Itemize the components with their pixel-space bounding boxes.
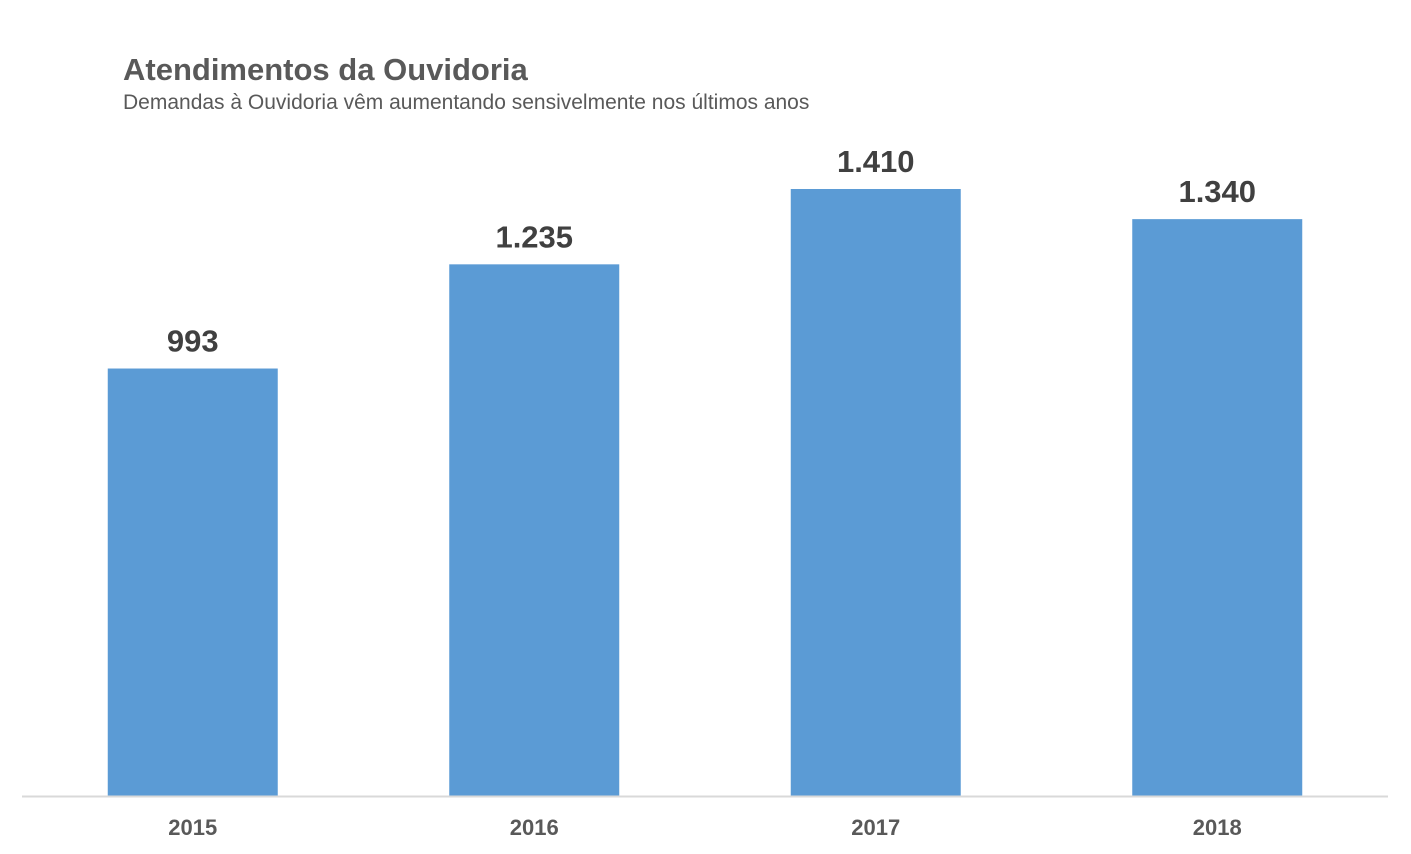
bar-2017: [790, 189, 961, 796]
bar-2015: [107, 368, 278, 796]
data-labels-group: 993 1.235 1.410 1.340: [167, 144, 1256, 359]
x-tick-labels-group: 2015 2016 2017 2018: [168, 815, 1241, 840]
bars-group: [107, 189, 1303, 796]
data-label-2015: 993: [167, 324, 219, 359]
x-tick-label-2016: 2016: [510, 815, 559, 840]
data-label-2017: 1.410: [837, 144, 915, 179]
x-tick-label-2017: 2017: [851, 815, 900, 840]
data-label-2018: 1.340: [1178, 174, 1256, 209]
x-tick-label-2015: 2015: [168, 815, 217, 840]
chart-subtitle: Demandas à Ouvidoria vêm aumentando sens…: [123, 91, 810, 114]
data-label-2016: 1.235: [495, 219, 573, 254]
bar-2018: [1132, 219, 1303, 796]
bar-2016: [449, 264, 620, 796]
chart-title: Atendimentos da Ouvidoria: [123, 52, 528, 87]
x-tick-label-2018: 2018: [1193, 815, 1242, 840]
